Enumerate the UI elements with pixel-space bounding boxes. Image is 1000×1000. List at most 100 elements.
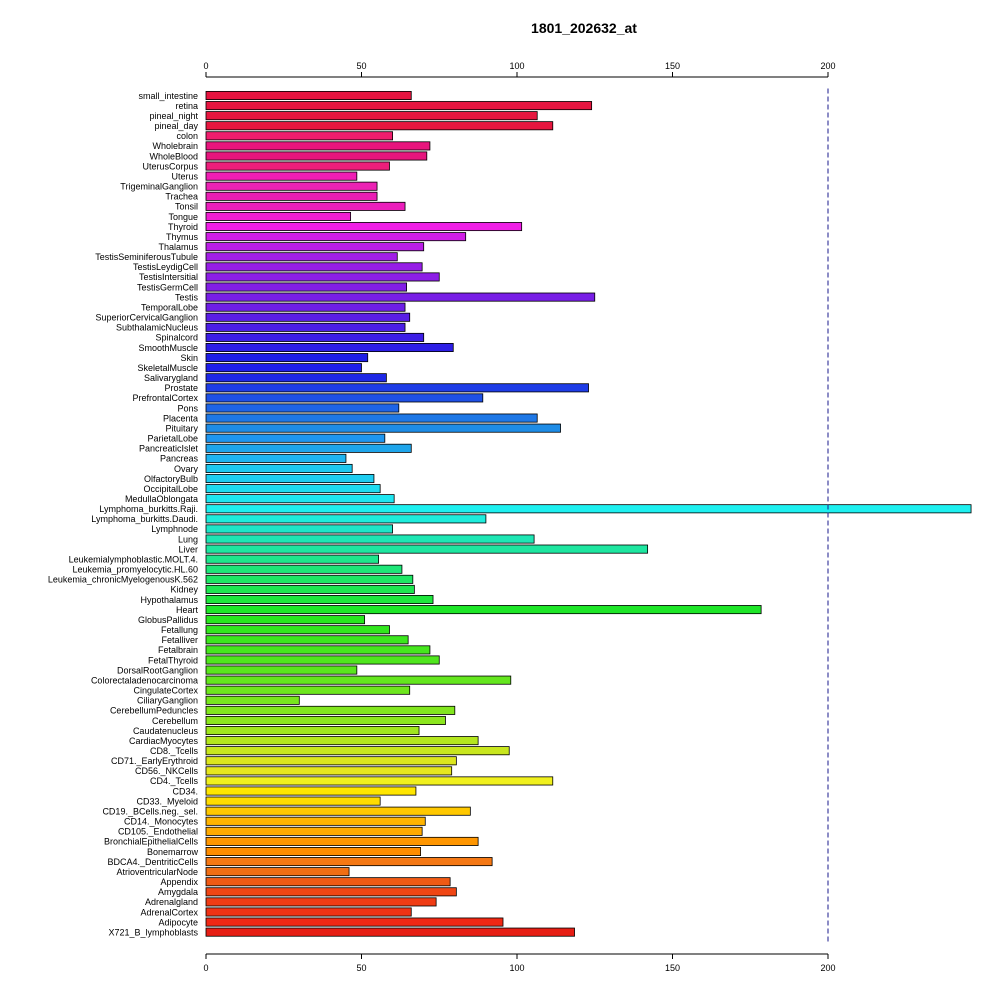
bar (205, 423, 561, 433)
category-label: TestisSeminiferousTubule (95, 252, 198, 262)
bar (205, 211, 352, 221)
bar (205, 181, 378, 191)
category-label: TemporalLobe (141, 302, 198, 312)
category-label: OccipitalLobe (143, 484, 198, 494)
bar (205, 101, 593, 111)
bar (205, 685, 411, 695)
bar (205, 897, 437, 907)
category-label: TrigeminalGanglion (120, 182, 198, 192)
category-label: PancreaticIslet (139, 444, 199, 454)
category-label: Thalamus (158, 242, 198, 252)
category-label: TestisGermCell (137, 282, 198, 292)
category-label: pineal_day (154, 121, 198, 131)
bar (205, 242, 425, 252)
category-label: Leukemia_chronicMyelogenousK.562 (48, 575, 198, 585)
bar (205, 342, 454, 352)
bar (205, 171, 358, 181)
bar (205, 715, 446, 725)
bar (205, 453, 347, 463)
category-label: PrefrontalCortex (132, 393, 198, 403)
bar (205, 857, 493, 867)
category-label: CD4._Tcells (150, 776, 199, 786)
bar (205, 816, 426, 826)
category-label: small_intestine (138, 91, 198, 101)
bar (205, 847, 421, 857)
bar (205, 463, 353, 473)
bar (205, 554, 380, 564)
category-label: CD19._BCells.neg._sel. (102, 806, 198, 816)
bars (205, 91, 972, 937)
category-label: Liver (178, 544, 198, 554)
bar (205, 524, 394, 534)
bar (205, 161, 390, 171)
category-label: Wholebrain (152, 141, 198, 151)
bar (205, 433, 386, 443)
category-label: AdrenalCortex (140, 907, 198, 917)
category-label: AtrioventricularNode (116, 867, 198, 877)
bar (205, 806, 471, 816)
bar (205, 786, 417, 796)
bar (205, 322, 406, 332)
bar (205, 564, 403, 574)
bar (205, 655, 440, 665)
category-label: Testis (175, 292, 199, 302)
category-label: TestisIntersitial (139, 272, 198, 282)
category-label: TestisLeydigCell (133, 262, 198, 272)
bar (205, 746, 510, 756)
bar (205, 332, 425, 342)
bar (205, 121, 554, 131)
x-tick-label-top: 100 (509, 61, 524, 71)
category-label: Salivarygland (144, 373, 198, 383)
category-label: CD14._Monocytes (124, 817, 199, 827)
category-label: Leukemialymphoblastic.MOLT.4. (69, 554, 198, 564)
category-label: Hypothalamus (140, 595, 198, 605)
category-label: Pituitary (165, 423, 198, 433)
bar (205, 756, 457, 766)
bar (205, 584, 415, 594)
bar (205, 383, 589, 393)
bar (205, 907, 412, 917)
bar (205, 675, 512, 685)
category-label: Fetalbrain (158, 645, 198, 655)
category-label: SuperiorCervicalGanglion (95, 313, 198, 323)
x-tick-label-bottom: 150 (665, 963, 680, 973)
category-label: SmoothMuscle (138, 343, 198, 353)
bar (205, 877, 451, 887)
bar (205, 887, 457, 897)
bar (205, 91, 412, 101)
bar (205, 252, 398, 262)
category-label: Uterus (171, 171, 198, 181)
category-label: UterusCorpus (142, 161, 198, 171)
bar (205, 534, 535, 544)
x-tick-label-top: 150 (665, 61, 680, 71)
category-label: Amygdala (158, 887, 198, 897)
x-axis-top: 0 50 100 150 200 (203, 61, 836, 78)
chart-title: 1801_202632_at (531, 20, 637, 36)
bar (205, 796, 381, 806)
category-label: CD8._Tcells (150, 746, 199, 756)
bar (205, 484, 381, 494)
category-label: WholeBlood (149, 151, 198, 161)
bar (205, 494, 395, 504)
bar (205, 262, 423, 272)
category-label: Tonsil (175, 202, 198, 212)
category-label: Spinalcord (155, 333, 198, 343)
x-tick-label-bottom: 50 (356, 963, 366, 973)
bar (205, 514, 487, 524)
bar (205, 574, 414, 584)
bar (205, 595, 434, 605)
x-tick-label-bottom: 100 (509, 963, 524, 973)
x-tick-label-bottom: 0 (203, 963, 208, 973)
category-label: GlobusPallidus (138, 615, 199, 625)
bar (205, 736, 479, 746)
category-label: MedullaOblongata (125, 494, 198, 504)
category-label: CD56._NKCells (135, 766, 199, 776)
category-label: Leukemia_promyelocytic.HL.60 (72, 565, 198, 575)
x-axis-bottom: 0 50 100 150 200 (203, 953, 836, 973)
category-label: CingulateCortex (133, 686, 198, 696)
bar (205, 635, 409, 645)
category-label: Pons (177, 403, 198, 413)
category-label: Heart (176, 605, 199, 615)
bar (205, 292, 596, 302)
bar (205, 403, 400, 413)
